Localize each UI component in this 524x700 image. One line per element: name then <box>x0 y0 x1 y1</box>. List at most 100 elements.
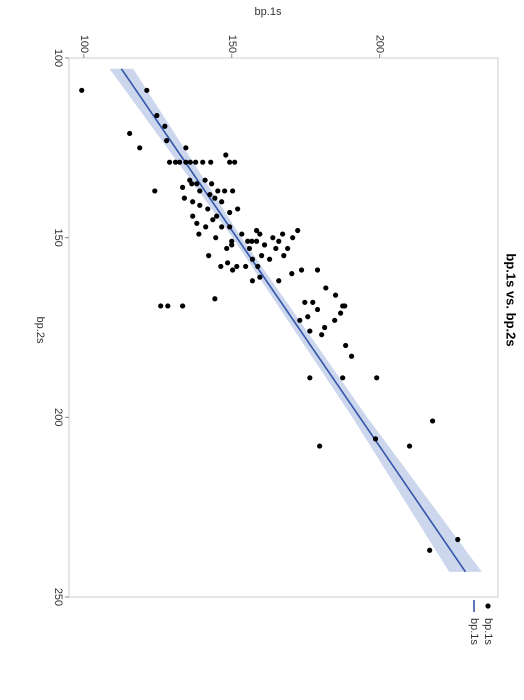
point <box>232 159 238 165</box>
x-tick-label: 250 <box>52 588 64 606</box>
point <box>249 238 255 244</box>
legend-label: bp.1s <box>468 618 480 645</box>
x-axis-label: bp.2s <box>34 317 46 344</box>
point <box>230 188 236 194</box>
point <box>229 238 235 244</box>
point <box>224 245 230 252</box>
y-axis-label: bp.1s <box>255 6 282 18</box>
fit-line <box>120 68 467 573</box>
x-tick-label: 100 <box>52 49 64 67</box>
point <box>338 310 344 316</box>
point <box>190 213 196 219</box>
point <box>340 375 346 381</box>
point <box>197 188 203 194</box>
point <box>166 159 173 165</box>
point <box>289 271 295 277</box>
point <box>245 238 251 244</box>
point <box>213 235 219 241</box>
point <box>307 328 313 334</box>
point <box>332 317 338 323</box>
y-tick-label: 200 <box>374 35 386 53</box>
legend-label: bp.1s <box>482 618 494 645</box>
point <box>215 188 221 194</box>
point <box>227 224 233 230</box>
point <box>127 130 133 137</box>
point <box>239 231 245 237</box>
point <box>374 375 380 381</box>
point <box>209 181 215 187</box>
point <box>455 536 461 543</box>
point <box>212 195 218 201</box>
point <box>343 342 349 349</box>
point <box>249 278 256 284</box>
point <box>427 547 433 553</box>
confidence-band <box>109 68 482 572</box>
point <box>205 206 211 212</box>
point <box>210 217 216 223</box>
point <box>285 245 291 252</box>
x-tick-label: 200 <box>52 408 64 426</box>
x-tick-label: 150 <box>52 228 64 246</box>
point <box>158 303 164 309</box>
point <box>235 206 241 212</box>
point <box>266 256 273 262</box>
point <box>372 436 379 442</box>
point <box>406 443 413 449</box>
y-tick-label: 100 <box>78 35 90 53</box>
point <box>144 87 150 93</box>
point <box>257 274 263 280</box>
point <box>310 299 316 305</box>
plot-frame <box>68 57 499 598</box>
legend-swatch <box>485 603 491 609</box>
point <box>243 263 249 270</box>
point <box>246 245 253 252</box>
point <box>152 188 158 194</box>
point <box>154 112 160 119</box>
point <box>322 324 328 331</box>
point <box>276 238 282 244</box>
point <box>219 199 225 205</box>
point <box>202 177 208 183</box>
point <box>194 220 200 226</box>
point <box>249 256 256 262</box>
point <box>302 299 308 305</box>
point <box>187 159 193 165</box>
point <box>430 418 436 424</box>
point <box>319 332 325 338</box>
point <box>223 152 229 158</box>
point <box>295 227 301 234</box>
point <box>273 245 279 252</box>
point <box>314 306 321 313</box>
point <box>227 209 233 216</box>
point <box>298 267 305 273</box>
point <box>219 224 225 230</box>
point <box>162 123 168 129</box>
point <box>255 263 261 270</box>
point <box>214 213 220 219</box>
point <box>172 159 179 165</box>
point <box>207 191 213 198</box>
point <box>203 224 209 230</box>
point <box>230 267 236 273</box>
point <box>194 181 200 187</box>
point <box>206 253 212 259</box>
point <box>227 159 233 165</box>
point <box>197 202 203 208</box>
point <box>234 263 240 270</box>
point <box>280 231 286 237</box>
point <box>193 159 199 165</box>
point <box>180 184 186 190</box>
point <box>253 238 260 244</box>
point <box>224 260 231 266</box>
point <box>307 375 313 381</box>
point <box>183 159 189 165</box>
point <box>297 317 303 323</box>
chart-title: bp.1s vs. bp.2s <box>504 253 519 346</box>
point <box>290 235 296 241</box>
point <box>305 314 311 320</box>
y-tick-label: 150 <box>226 35 238 53</box>
point <box>276 278 282 284</box>
point <box>208 159 214 165</box>
point <box>177 159 183 165</box>
